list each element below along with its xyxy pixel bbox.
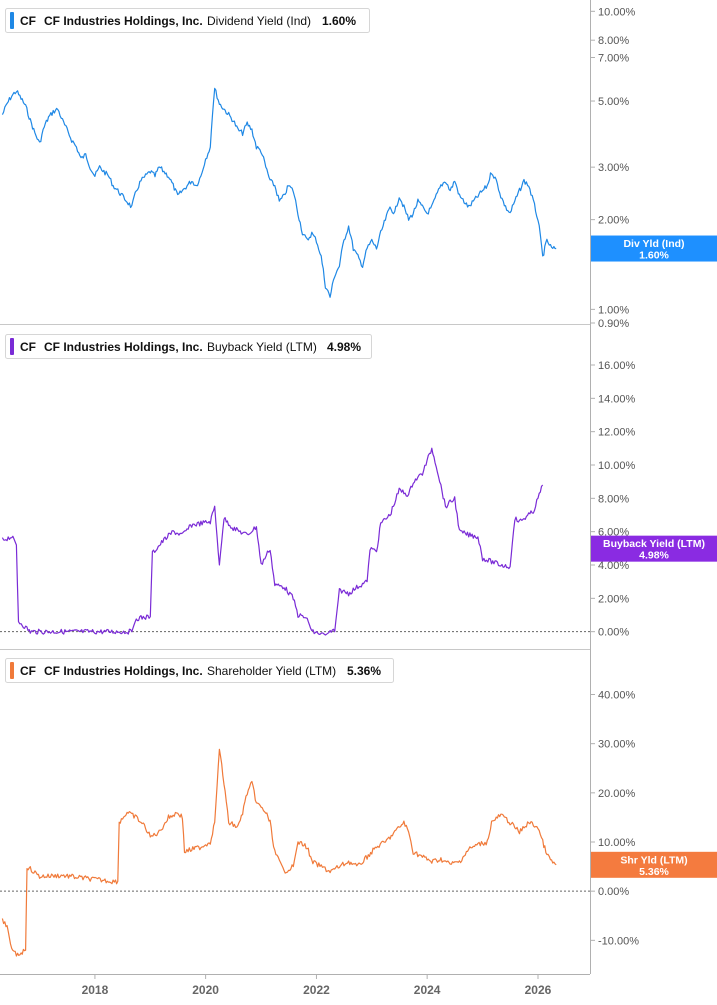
y-tick-label: 0.00% [598, 886, 629, 898]
y-tick-label: -10.00% [598, 935, 639, 947]
y-tick-label: 30.00% [598, 739, 636, 751]
y-tick-label: 0.00% [598, 627, 629, 639]
legend-ticker: CF [20, 340, 36, 354]
shareholder-yield-panel: 40.00%30.00%20.00%10.00%0.00%-10.00%CF CF… [0, 658, 717, 957]
y-tick-label: 1.00% [598, 304, 629, 316]
legend-box [5, 334, 372, 359]
y-tick-label: 3.00% [598, 162, 629, 174]
y-tick-label: 5.00% [598, 96, 629, 108]
legend-company: CF Industries Holdings, Inc. [44, 14, 203, 28]
x-tick-label: 2026 [525, 983, 552, 997]
legend-metric: Dividend Yield (Ind) [207, 14, 311, 28]
buyback-yield-value-badge: Buyback Yield (LTM)4.98% [591, 535, 717, 562]
shareholder-yield-value-badge: Shr Yld (LTM)5.36% [591, 851, 717, 878]
legend-company: CF Industries Holdings, Inc. [44, 340, 203, 354]
y-tick-label: 8.00% [598, 35, 629, 47]
badge-value: 4.98% [639, 550, 669, 562]
legend-box [5, 658, 394, 683]
legend-metric: Buyback Yield (LTM) [207, 340, 317, 354]
legend-company: CF Industries Holdings, Inc. [44, 664, 203, 678]
dividend-yield-legend: CF CF Industries Holdings, Inc. Dividend Y… [5, 8, 370, 33]
legend-metric: Shareholder Yield (LTM) [207, 664, 336, 678]
y-tick-label: 2.00% [598, 593, 629, 605]
y-tick-label: 8.00% [598, 493, 629, 505]
y-tick-label: 10.00% [598, 837, 636, 849]
y-tick-label: 0.90% [598, 318, 629, 330]
y-tick-label: 40.00% [598, 690, 636, 702]
legend-box [5, 8, 370, 33]
shareholder-yield-series-line [1, 748, 557, 957]
dividend-yield-panel: 10.00% 8.00% 7.00% 5.00% 3.00% 2.00% 1.00% 0.90… [1, 6, 717, 330]
x-tick-label: 2024 [414, 983, 441, 997]
y-tick-label: 12.00% [598, 427, 636, 439]
badge-value: 5.36% [639, 866, 669, 878]
dividend-yield-value-badge: Div Yld (Ind)1.60% [591, 235, 717, 262]
x-tick-label: 2020 [192, 983, 219, 997]
badge-background [591, 235, 717, 262]
legend-color-swatch [10, 12, 14, 29]
y-tick-label: 20.00% [598, 788, 636, 800]
y-tick-label: 2.00% [598, 215, 629, 227]
legend-value: 4.98% [327, 340, 361, 354]
buyback-yield-series-line [1, 447, 544, 636]
x-axis: 2018 2020 2022 2024 2026 [82, 974, 552, 997]
y-tick-label: 4.00% [598, 560, 629, 572]
legend-value: 1.60% [322, 14, 356, 28]
badge-background [591, 851, 717, 878]
y-tick-label: 10.00% [598, 460, 636, 472]
legend-value: 5.36% [347, 664, 381, 678]
badge-background [591, 535, 717, 562]
y-tick-label: 14.00% [598, 393, 636, 405]
legend-ticker: CF [20, 14, 36, 28]
legend-color-swatch [10, 338, 14, 355]
buyback-yield-panel: 16.00%14.00%12.00%10.00%8.00%6.00%4.00%2… [0, 334, 717, 639]
y-tick-label: 7.00% [598, 52, 629, 64]
legend-ticker: CF [20, 664, 36, 678]
badge-label: Buyback Yield (LTM) [603, 538, 705, 550]
y-tick-label: 16.00% [598, 360, 636, 372]
legend-color-swatch [10, 662, 14, 679]
dividend-yield-series-line [1, 87, 557, 298]
shareholder-yield-legend: CF CF Industries Holdings, Inc. Shareholde… [5, 658, 394, 683]
badge-label: Shr Yld (LTM) [620, 854, 687, 866]
buyback-yield-legend: CF CF Industries Holdings, Inc. Buyback Yi… [5, 334, 372, 359]
badge-label: Div Yld (Ind) [623, 238, 684, 250]
x-tick-label: 2018 [82, 983, 109, 997]
badge-value: 1.60% [639, 250, 669, 262]
x-tick-label: 2022 [303, 983, 330, 997]
y-tick-label: 10.00% [598, 6, 636, 18]
